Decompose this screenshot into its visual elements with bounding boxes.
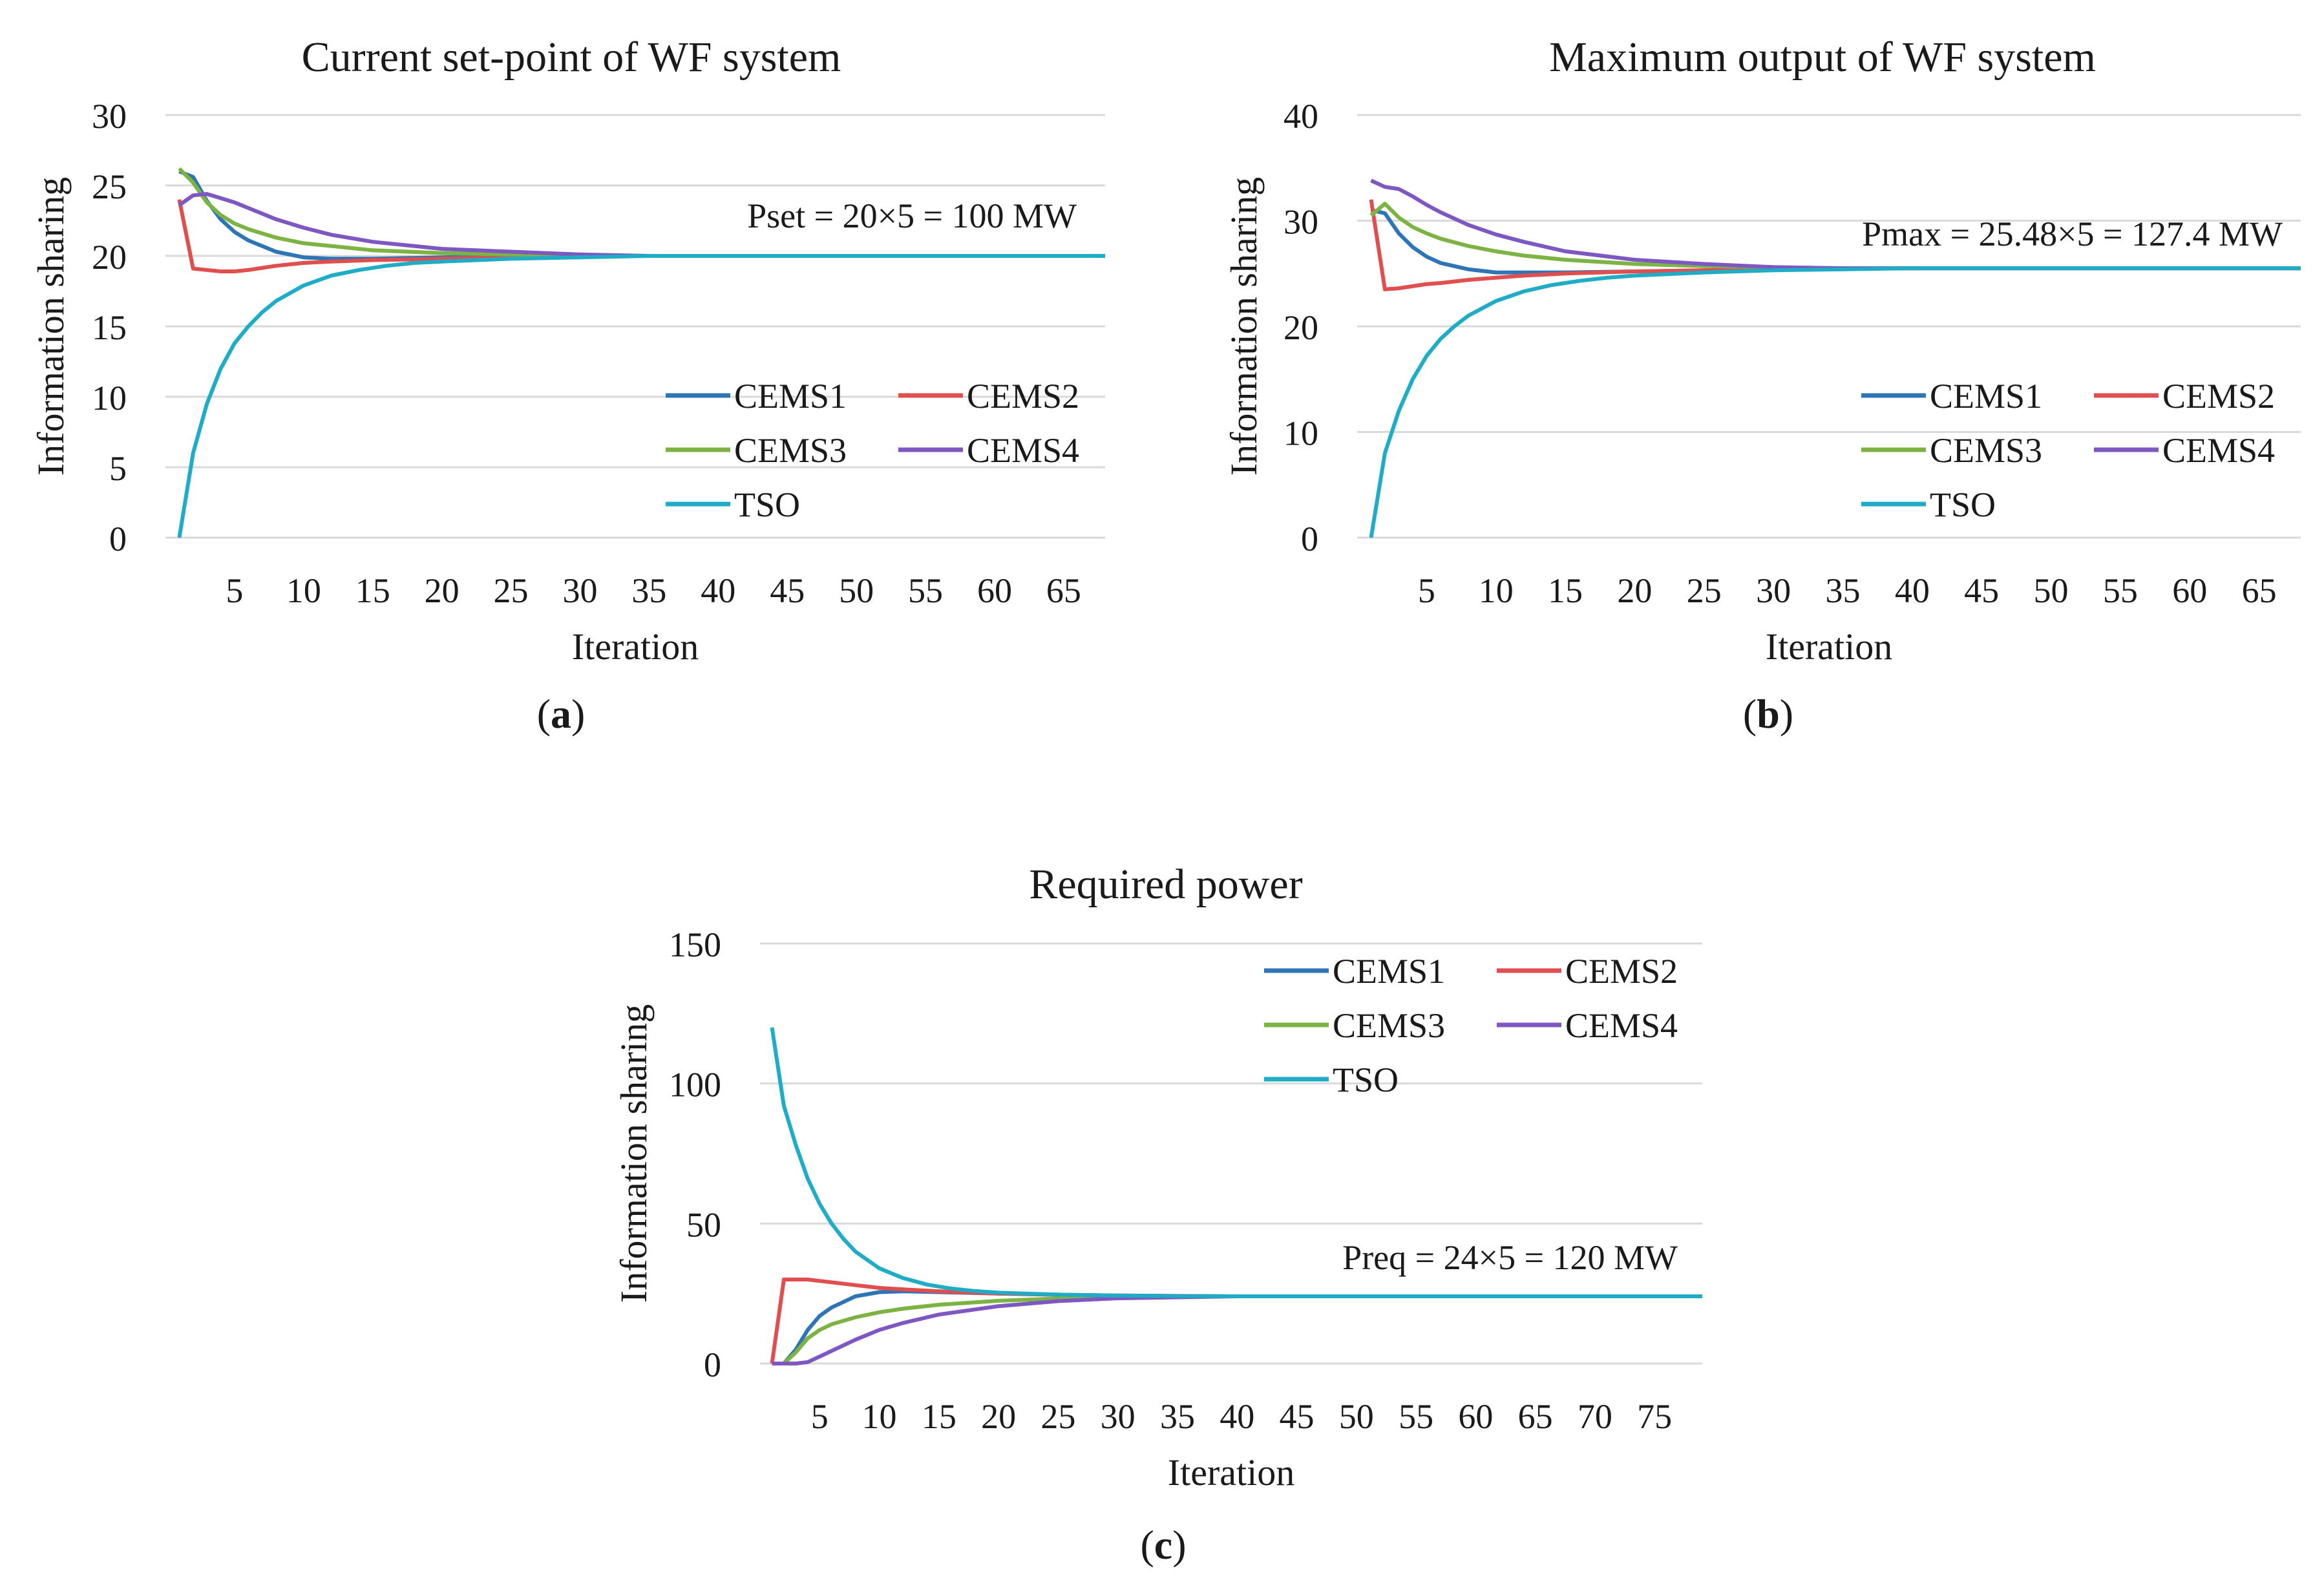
y-tick-label: 30 xyxy=(92,97,127,136)
x-tick-label: 30 xyxy=(1756,571,1791,610)
x-tick-label: 25 xyxy=(1041,1397,1075,1436)
y-tick-label: 15 xyxy=(92,308,127,347)
x-tick-label: 55 xyxy=(1399,1397,1433,1436)
legend-label-cems4: CEMS4 xyxy=(1565,1006,1678,1045)
series-line-cems3 xyxy=(772,1294,1702,1365)
legend-label-cems3: CEMS3 xyxy=(734,431,847,470)
y-tick-label: 5 xyxy=(109,449,127,488)
legend-label-cems3: CEMS3 xyxy=(1333,1006,1445,1045)
y-axis-label: Information sharing xyxy=(1223,177,1265,476)
legend-label-cems3: CEMS3 xyxy=(1930,431,2042,470)
x-tick-label: 55 xyxy=(2103,571,2138,610)
x-tick-label: 65 xyxy=(1518,1397,1553,1436)
y-tick-label: 20 xyxy=(92,238,127,277)
x-tick-label: 60 xyxy=(2172,571,2207,610)
chart-title: Required power xyxy=(1029,861,1302,908)
chart-title: Current set-point of WF system xyxy=(302,34,841,81)
legend-label-cems1: CEMS1 xyxy=(734,377,847,416)
panel-a-chart: Current set-point of WF system 0 5 10 15 20 25… xyxy=(30,34,1105,668)
legend-label-cems1: CEMS1 xyxy=(1333,952,1445,991)
legend-label-cems1: CEMS1 xyxy=(1930,377,2042,416)
x-tick-label: 25 xyxy=(1687,571,1722,610)
x-tick-label: 15 xyxy=(355,571,390,610)
x-tick-label: 40 xyxy=(701,571,735,610)
x-tick-label: 20 xyxy=(981,1397,1016,1436)
caption-b: (b) xyxy=(1742,691,1794,737)
x-axis-label: Iteration xyxy=(1766,626,1892,668)
x-tick-label: 25 xyxy=(494,571,529,610)
y-tick-label: 40 xyxy=(1283,97,1318,136)
y-tick-label: 20 xyxy=(1283,308,1318,347)
x-tick-label: 30 xyxy=(1101,1397,1136,1436)
x-tick-label: 10 xyxy=(862,1397,897,1436)
x-tick-label: 15 xyxy=(922,1397,956,1436)
panel-c-chart: Required power 0 50 100 150 5 10 15 20 25 30 35 40 45… xyxy=(613,861,1702,1493)
x-tick-label: 65 xyxy=(1046,571,1081,610)
chart-annotation: Pset = 20×5 = 100 MW xyxy=(747,196,1077,235)
x-tick-label: 75 xyxy=(1637,1397,1672,1436)
y-tick-label: 150 xyxy=(669,925,721,964)
y-tick-label: 30 xyxy=(1283,203,1318,242)
x-tick-label: 35 xyxy=(1825,571,1860,610)
y-tick-label: 100 xyxy=(669,1066,721,1104)
x-tick-label: 50 xyxy=(839,571,874,610)
legend-label-cems4: CEMS4 xyxy=(967,431,1079,470)
y-tick-label: 50 xyxy=(686,1205,721,1244)
x-tick-label: 40 xyxy=(1895,571,1930,610)
x-tick-label: 20 xyxy=(425,571,460,610)
x-tick-label: 10 xyxy=(286,571,321,610)
x-tick-label: 10 xyxy=(1479,571,1514,610)
y-tick-label: 10 xyxy=(1283,414,1318,453)
x-axis-label: Iteration xyxy=(572,626,699,668)
series-line-cems1 xyxy=(772,1289,1702,1365)
x-tick-label: 5 xyxy=(1418,571,1435,610)
x-tick-label: 15 xyxy=(1548,571,1583,610)
x-tick-label: 30 xyxy=(562,571,597,610)
legend-label-tso: TSO xyxy=(1333,1060,1399,1099)
y-tick-label: 25 xyxy=(92,167,127,206)
series-line-tso xyxy=(1369,266,2301,538)
x-tick-label: 40 xyxy=(1220,1397,1254,1436)
y-axis-label: Information sharing xyxy=(30,177,72,476)
x-tick-label: 45 xyxy=(1964,571,1999,610)
x-tick-label: 45 xyxy=(770,571,805,610)
legend-label-cems4: CEMS4 xyxy=(2162,431,2275,470)
x-tick-label: 20 xyxy=(1617,571,1652,610)
legend-label-tso: TSO xyxy=(1930,485,1996,524)
x-tick-label: 45 xyxy=(1280,1397,1315,1436)
y-axis-label: Information sharing xyxy=(613,1004,655,1303)
chart-annotation: Pmax = 25.48×5 = 127.4 MW xyxy=(1862,215,2283,253)
x-tick-label: 35 xyxy=(631,571,666,610)
x-tick-label: 35 xyxy=(1160,1397,1195,1436)
x-tick-label: 50 xyxy=(2034,571,2069,610)
x-tick-label: 5 xyxy=(226,571,243,610)
x-tick-label: 5 xyxy=(811,1397,829,1436)
legend-label-cems2: CEMS2 xyxy=(967,377,1079,416)
caption-c: (c) xyxy=(1140,1522,1187,1568)
x-tick-label: 65 xyxy=(2242,571,2277,610)
legend-label-cems2: CEMS2 xyxy=(1565,952,1678,991)
chart-annotation: Preq = 24×5 = 120 MW xyxy=(1342,1238,1678,1277)
series-line-tso xyxy=(770,1027,1702,1298)
x-tick-label: 50 xyxy=(1339,1397,1374,1436)
y-tick-label: 0 xyxy=(109,520,127,558)
legend-label-cems2: CEMS2 xyxy=(2162,377,2275,416)
y-tick-label: 10 xyxy=(92,379,127,417)
panel-b-chart: Maximum output of WF system 0 10 20 30 40 5 10 1… xyxy=(1223,34,2301,668)
legend-label-tso: TSO xyxy=(734,485,800,524)
x-tick-label: 60 xyxy=(1458,1397,1493,1436)
x-tick-label: 55 xyxy=(908,571,943,610)
x-axis-label: Iteration xyxy=(1168,1451,1294,1493)
series-line-tso xyxy=(177,254,1105,538)
chart-title: Maximum output of WF system xyxy=(1549,34,2096,81)
caption-a: (a) xyxy=(536,691,586,737)
y-tick-label: 0 xyxy=(704,1345,721,1384)
y-tick-label: 0 xyxy=(1301,520,1318,558)
x-tick-label: 70 xyxy=(1578,1397,1612,1436)
x-tick-label: 60 xyxy=(977,571,1012,610)
